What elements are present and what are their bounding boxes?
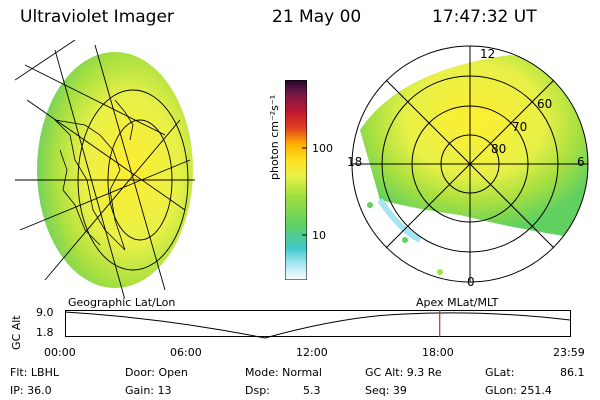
time-tick-1200: 12:00 [296,346,328,359]
altitude-timeline [65,310,571,339]
gain-info: Gain: 13 [125,384,172,397]
mlat-label-60: 60 [537,97,553,111]
dsp-label: Dsp: [245,384,270,397]
gc-alt-info: GC Alt: 9.3 Re [365,366,442,379]
mlt-label-0: 0 [467,275,475,289]
colorbar-tick-10: 10 [312,229,326,242]
color-scale-bar [285,80,307,280]
mlat-label-70: 70 [512,120,528,134]
geographic-coord-label: Geographic Lat/Lon [68,296,176,309]
mlt-label-12: 12 [480,47,496,61]
instrument-title: Ultraviolet Imager [20,7,174,27]
time-label: 17:47:32 UT [432,7,537,27]
geographic-image [15,40,195,298]
mode-info: Mode: Normal [245,366,322,379]
alt-tick-min: 1.8 [36,326,54,339]
time-tick-2359: 23:59 [553,346,585,359]
polar-plot [351,45,589,283]
seq-info: Seq: 39 [365,384,407,397]
glon-info: GLon: 251.4 [485,384,552,397]
time-tick-0600: 06:00 [170,346,202,359]
date-label: 21 May 00 [272,7,362,27]
glat-value: 86.1 [560,366,585,379]
mlt-label-6: 6 [577,155,585,169]
filter-info: Flt: LBHL [10,366,59,379]
door-info: Door: Open [125,366,188,379]
colorbar-tick-100: 100 [312,142,333,155]
time-tick-0000: 00:00 [44,346,76,359]
ip-info: IP: 36.0 [10,384,52,397]
glat-label: GLat: [485,366,515,379]
colorbar-unit-label: photon cm⁻²s⁻¹ [268,94,281,180]
mlat-label-80: 80 [491,142,507,156]
time-tick-1800: 18:00 [422,346,454,359]
dsp-value: 5.3 [303,384,321,397]
mlt-label-18: 18 [347,155,363,169]
apex-coord-label: Apex MLat/MLT [416,296,499,309]
gc-alt-axis-label: GC Alt [10,315,23,350]
alt-tick-max: 9.0 [36,306,54,319]
